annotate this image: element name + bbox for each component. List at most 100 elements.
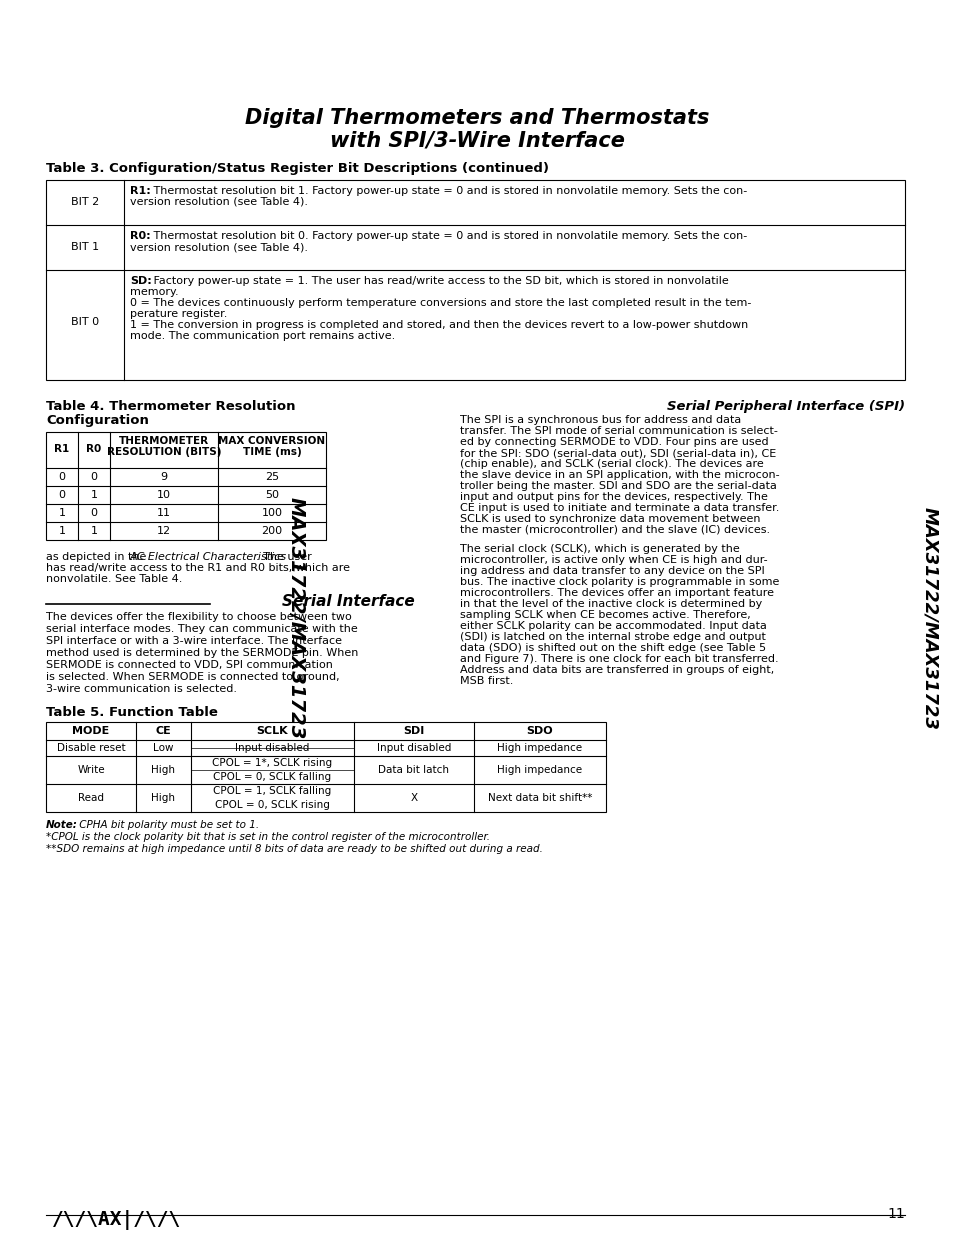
Text: 25: 25	[265, 472, 279, 482]
Text: Factory power-up state = 1. The user has read/write access to the SD bit, which : Factory power-up state = 1. The user has…	[150, 275, 728, 287]
Text: Low: Low	[153, 743, 173, 753]
Text: 0: 0	[91, 472, 97, 482]
Text: . The user: . The user	[255, 552, 312, 562]
Text: The SPI is a synchronous bus for address and data: The SPI is a synchronous bus for address…	[459, 415, 740, 425]
Text: 0: 0	[91, 508, 97, 517]
Text: CPOL = 1*, SCLK rising: CPOL = 1*, SCLK rising	[213, 758, 333, 768]
Text: SCLK is used to synchronize data movement between: SCLK is used to synchronize data movemen…	[459, 514, 760, 524]
Text: MODE: MODE	[72, 726, 110, 736]
Text: BIT 2: BIT 2	[71, 198, 99, 207]
Text: SDI: SDI	[403, 726, 424, 736]
Text: Disable reset: Disable reset	[56, 743, 125, 753]
Text: ing address and data transfer to any device on the SPI: ing address and data transfer to any dev…	[459, 566, 764, 576]
Text: Serial Peripheral Interface (SPI): Serial Peripheral Interface (SPI)	[666, 400, 904, 412]
Text: mode. The communication port remains active.: mode. The communication port remains act…	[130, 331, 395, 341]
Text: Address and data bits are transferred in groups of eight,: Address and data bits are transferred in…	[459, 664, 774, 676]
Text: 0: 0	[58, 490, 66, 500]
Text: 12: 12	[157, 526, 171, 536]
Text: Input disabled: Input disabled	[376, 743, 451, 753]
Text: Input disabled: Input disabled	[235, 743, 310, 753]
Text: 10: 10	[157, 490, 171, 500]
Text: SCLK: SCLK	[256, 726, 288, 736]
Text: Digital Thermometers and Thermostats: Digital Thermometers and Thermostats	[245, 107, 708, 128]
Text: CE: CE	[155, 726, 172, 736]
Text: is selected. When SERMODE is connected to ground,: is selected. When SERMODE is connected t…	[46, 672, 339, 682]
Text: R1: R1	[54, 445, 70, 454]
Text: 11: 11	[157, 508, 171, 517]
Text: serial interface modes. They can communicate with the: serial interface modes. They can communi…	[46, 624, 357, 634]
Text: High impedance: High impedance	[497, 764, 582, 776]
Text: (SDI) is latched on the internal strobe edge and output: (SDI) is latched on the internal strobe …	[459, 632, 765, 642]
Text: High impedance: High impedance	[497, 743, 582, 753]
Text: Table 4. Thermometer Resolution: Table 4. Thermometer Resolution	[46, 400, 295, 412]
Text: 1: 1	[91, 526, 97, 536]
Text: Serial Interface: Serial Interface	[282, 594, 415, 609]
Text: 200: 200	[261, 526, 282, 536]
Text: Configuration: Configuration	[46, 414, 149, 427]
Text: version resolution (see Table 4).: version resolution (see Table 4).	[130, 198, 308, 207]
Text: 1: 1	[58, 508, 66, 517]
Text: bus. The inactive clock polarity is programmable in some: bus. The inactive clock polarity is prog…	[459, 577, 779, 587]
Text: in that the level of the inactive clock is determined by: in that the level of the inactive clock …	[459, 599, 761, 609]
Text: input and output pins for the devices, respectively. The: input and output pins for the devices, r…	[459, 492, 767, 501]
Text: SERMODE is connected to VDD, SPI communication: SERMODE is connected to VDD, SPI communi…	[46, 659, 333, 671]
Text: The devices offer the flexibility to choose between two: The devices offer the flexibility to cho…	[46, 613, 352, 622]
Text: CPOL = 0, SCLK falling: CPOL = 0, SCLK falling	[213, 772, 332, 782]
Text: Next data bit shift**: Next data bit shift**	[487, 793, 592, 803]
Text: MAX31722/MAX31723: MAX31722/MAX31723	[920, 506, 938, 730]
Text: RESOLUTION (BITS): RESOLUTION (BITS)	[107, 447, 221, 457]
Text: High: High	[152, 764, 175, 776]
Text: CPHA bit polarity must be set to 1.: CPHA bit polarity must be set to 1.	[76, 820, 259, 830]
Text: Note:: Note:	[46, 820, 78, 830]
Text: 9: 9	[160, 472, 168, 482]
Bar	[46, 432, 326, 540]
Text: Table 5. Function Table: Table 5. Function Table	[46, 706, 217, 719]
Text: 1 = The conversion in progress is completed and stored, and then the devices rev: 1 = The conversion in progress is comple…	[130, 320, 747, 330]
Text: (chip enable), and SCLK (serial clock). The devices are: (chip enable), and SCLK (serial clock). …	[459, 459, 763, 469]
Text: 1: 1	[58, 526, 66, 536]
Text: BIT 1: BIT 1	[71, 242, 99, 252]
Text: version resolution (see Table 4).: version resolution (see Table 4).	[130, 242, 308, 252]
Text: 11: 11	[886, 1207, 904, 1221]
Text: R0: R0	[87, 445, 102, 454]
Text: 50: 50	[265, 490, 278, 500]
Text: SD:: SD:	[130, 275, 152, 287]
Text: X: X	[410, 793, 417, 803]
Text: The serial clock (SCLK), which is generated by the: The serial clock (SCLK), which is genera…	[459, 543, 739, 555]
Text: the slave device in an SPI application, with the microcon-: the slave device in an SPI application, …	[459, 471, 779, 480]
Text: CPOL = 0, SCLK rising: CPOL = 0, SCLK rising	[214, 800, 330, 810]
Text: CPOL = 1, SCLK falling: CPOL = 1, SCLK falling	[213, 785, 332, 797]
Text: method used is determined by the SERMODE pin. When: method used is determined by the SERMODE…	[46, 648, 358, 658]
Text: Thermostat resolution bit 1. Factory power-up state = 0 and is stored in nonvola: Thermostat resolution bit 1. Factory pow…	[150, 186, 746, 196]
Text: SDO: SDO	[526, 726, 553, 736]
Text: for the SPI: SDO (serial-data out), SDI (serial-data in), CE: for the SPI: SDO (serial-data out), SDI …	[459, 448, 776, 458]
Text: R1:: R1:	[130, 186, 151, 196]
Text: and Figure 7). There is one clock for each bit transferred.: and Figure 7). There is one clock for ea…	[459, 655, 778, 664]
Text: 0: 0	[58, 472, 66, 482]
Text: Write: Write	[77, 764, 105, 776]
Text: 100: 100	[261, 508, 282, 517]
Text: perature register.: perature register.	[130, 309, 227, 319]
Text: either SCLK polarity can be accommodated. Input data: either SCLK polarity can be accommodated…	[459, 621, 766, 631]
Text: *CPOL is the clock polarity bit that is set in the control register of the micro: *CPOL is the clock polarity bit that is …	[46, 832, 490, 842]
Text: CE input is used to initiate and terminate a data transfer.: CE input is used to initiate and termina…	[459, 503, 779, 513]
Text: THERMOMETER: THERMOMETER	[119, 436, 209, 446]
Bar	[46, 722, 605, 811]
Bar	[46, 180, 904, 380]
Text: **SDO remains at high impedance until 8 bits of data are ready to be shifted out: **SDO remains at high impedance until 8 …	[46, 844, 542, 853]
Text: MSB first.: MSB first.	[459, 676, 513, 685]
Text: MAX31722/MAX31723: MAX31722/MAX31723	[286, 496, 305, 740]
Text: /\/\AX|/\/\: /\/\AX|/\/\	[52, 1210, 181, 1230]
Text: troller being the master. SDI and SDO are the serial-data: troller being the master. SDI and SDO ar…	[459, 480, 776, 492]
Text: has read/write access to the R1 and R0 bits, which are: has read/write access to the R1 and R0 b…	[46, 563, 350, 573]
Text: SPI interface or with a 3-wire interface. The interface: SPI interface or with a 3-wire interface…	[46, 636, 341, 646]
Text: sampling SCLK when CE becomes active. Therefore,: sampling SCLK when CE becomes active. Th…	[459, 610, 750, 620]
Text: 3-wire communication is selected.: 3-wire communication is selected.	[46, 684, 236, 694]
Text: 1: 1	[91, 490, 97, 500]
Text: Thermostat resolution bit 0. Factory power-up state = 0 and is stored in nonvola: Thermostat resolution bit 0. Factory pow…	[150, 231, 746, 241]
Text: Table 3. Configuration/Status Register Bit Descriptions (continued): Table 3. Configuration/Status Register B…	[46, 162, 548, 175]
Text: as depicted in the: as depicted in the	[46, 552, 150, 562]
Text: MAX CONVERSION: MAX CONVERSION	[218, 436, 325, 446]
Text: microcontrollers. The devices offer an important feature: microcontrollers. The devices offer an i…	[459, 588, 773, 598]
Text: the master (microcontroller) and the slave (IC) devices.: the master (microcontroller) and the sla…	[459, 525, 769, 535]
